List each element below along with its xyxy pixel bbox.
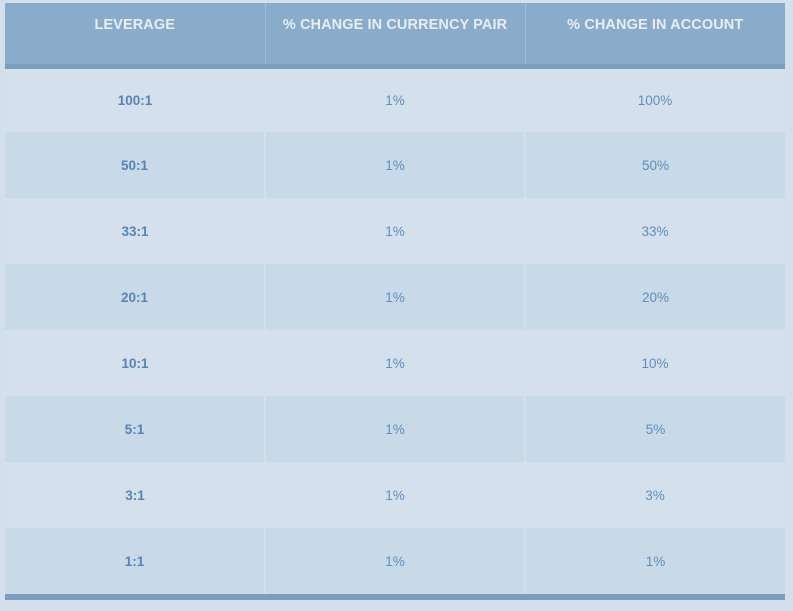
table-row: 50:1 1% 50% (5, 132, 785, 198)
account-change-cell: 10% (525, 330, 785, 396)
currency-pair-change-cell: 1% (265, 396, 526, 462)
leverage-cell: 5:1 (5, 396, 266, 462)
table-header: LEVERAGE % CHANGE IN CURRENCY PAIR % CHA… (5, 3, 785, 69)
account-change-cell: 3% (525, 462, 785, 528)
leverage-cell: 1:1 (5, 528, 266, 594)
table-row: 100:1 1% 100% (5, 66, 785, 132)
currency-pair-change-cell: 1% (265, 132, 526, 198)
table-row: 1:1 1% 1% (5, 528, 785, 594)
leverage-table: LEVERAGE % CHANGE IN CURRENCY PAIR % CHA… (5, 3, 785, 594)
leverage-cell: 50:1 (5, 132, 266, 198)
account-change-cell: 50% (525, 132, 785, 198)
leverage-cell: 20:1 (5, 264, 266, 330)
account-change-cell: 1% (525, 528, 785, 594)
currency-pair-change-cell: 1% (265, 264, 526, 330)
leverage-table-container: LEVERAGE % CHANGE IN CURRENCY PAIR % CHA… (5, 3, 785, 600)
table-row: 5:1 1% 5% (5, 396, 785, 462)
table-row: 20:1 1% 20% (5, 264, 785, 330)
header-change-currency-pair: % CHANGE IN CURRENCY PAIR (265, 3, 526, 69)
table-bottom-rule (5, 594, 785, 600)
account-change-cell: 20% (525, 264, 785, 330)
currency-pair-change-cell: 1% (265, 462, 525, 528)
header-leverage: LEVERAGE (5, 3, 266, 69)
currency-pair-change-cell: 1% (265, 528, 526, 594)
leverage-cell: 100:1 (5, 66, 265, 132)
table-row: 33:1 1% 33% (5, 198, 785, 264)
currency-pair-change-cell: 1% (265, 66, 525, 132)
account-change-cell: 33% (525, 198, 785, 264)
table-body: 100:1 1% 100% 50:1 1% 50% 33:1 1% 33% 20… (5, 66, 785, 594)
header-row: LEVERAGE % CHANGE IN CURRENCY PAIR % CHA… (5, 3, 785, 69)
currency-pair-change-cell: 1% (265, 198, 525, 264)
table-row: 10:1 1% 10% (5, 330, 785, 396)
account-change-cell: 100% (525, 66, 785, 132)
currency-pair-change-cell: 1% (265, 330, 525, 396)
header-change-account: % CHANGE IN ACCOUNT (525, 3, 785, 69)
leverage-cell: 10:1 (5, 330, 265, 396)
leverage-cell: 3:1 (5, 462, 265, 528)
account-change-cell: 5% (525, 396, 785, 462)
table-row: 3:1 1% 3% (5, 462, 785, 528)
leverage-cell: 33:1 (5, 198, 265, 264)
